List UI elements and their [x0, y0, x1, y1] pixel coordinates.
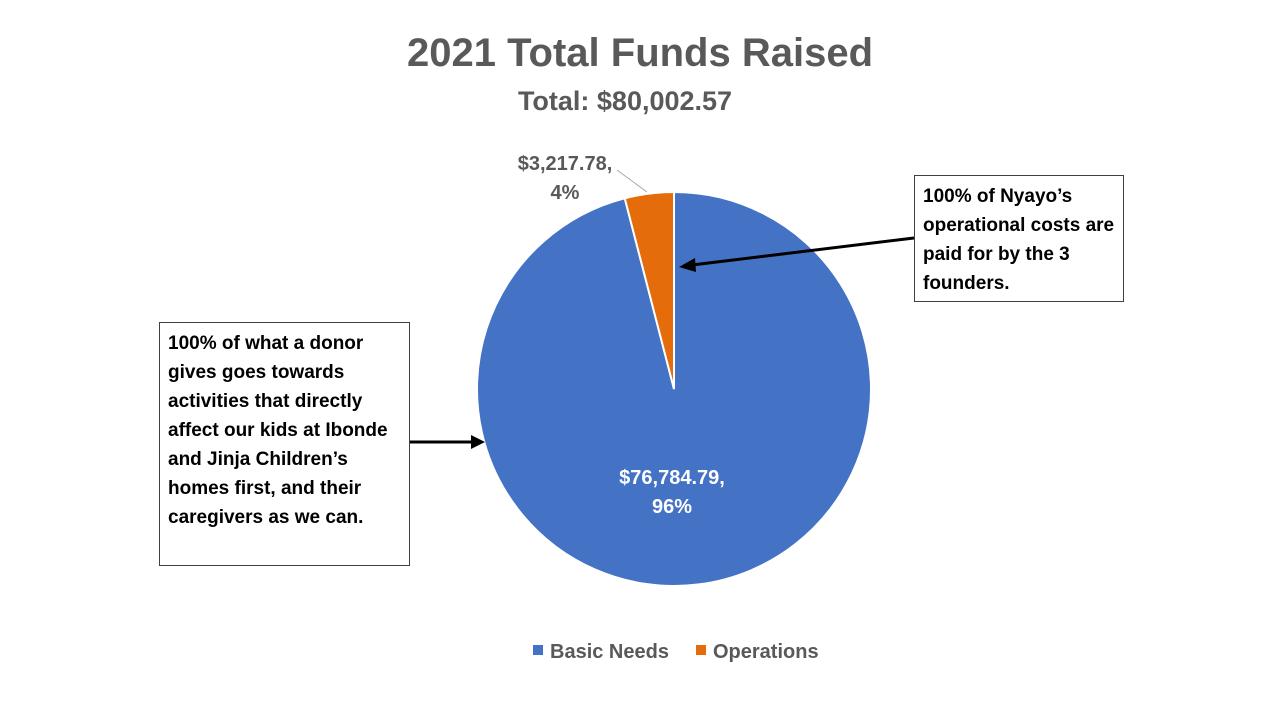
operations-callout-box: 100% of Nyayo’s operational costs are pa…: [914, 175, 1124, 302]
operations-callout-arrow: [679, 236, 915, 272]
donor-callout-box: 100% of what a donor gives goes towards …: [159, 322, 410, 566]
legend-swatch-basic-needs: [533, 645, 543, 655]
chart-title: 2021 Total Funds Raised: [407, 31, 873, 75]
chart-subtitle: Total: $80,002.57: [518, 86, 732, 116]
basic-needs-value-label: $76,784.79,: [619, 467, 725, 489]
legend-swatch-operations: [696, 645, 706, 655]
operations-value-label: $3,217.78,: [518, 153, 613, 175]
donor-callout-text: 100% of what a donor gives goes towards …: [168, 333, 388, 528]
operations-percent-label: 4%: [551, 182, 580, 204]
basic-needs-percent-label: 96%: [652, 496, 692, 518]
legend-label-basic-needs: Basic Needs: [550, 641, 669, 663]
pie-slices: [476, 190, 872, 587]
pie-slice-operations: [623, 190, 675, 390]
operations-callout-text: 100% of Nyayo’s operational costs are pa…: [923, 186, 1115, 294]
legend: Basic Needs Operations: [533, 641, 819, 663]
donor-callout-arrow: [410, 435, 485, 449]
legend-label-operations: Operations: [713, 641, 819, 663]
operations-leader-line: [616, 169, 648, 193]
